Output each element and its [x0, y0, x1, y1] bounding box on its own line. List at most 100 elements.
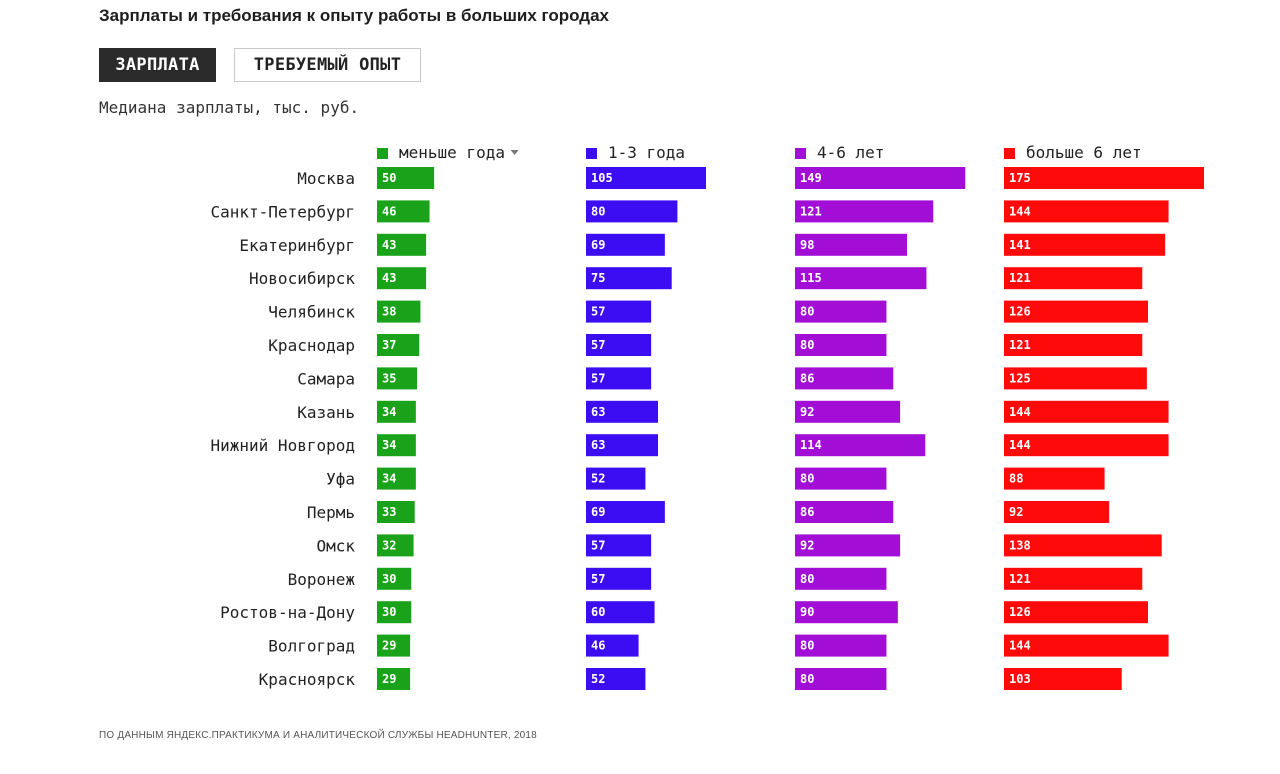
- legend-label: больше 6 лет: [1026, 143, 1142, 162]
- bar-value-label: 103: [1009, 672, 1031, 686]
- chart-title: Зарплаты и требования к опыту работы в б…: [99, 6, 609, 25]
- tab-experience[interactable]: ТРЕБУЕМЫЙ ОПЫТ: [234, 48, 421, 82]
- bar-value-label: 92: [1009, 505, 1023, 519]
- bar-value-label: 69: [591, 505, 605, 519]
- bar-value-label: 29: [382, 672, 396, 686]
- city-label: Санкт-Петербург: [211, 202, 356, 221]
- bar: [795, 300, 887, 323]
- bar: [1004, 367, 1147, 390]
- legend-label: меньше года: [399, 143, 505, 162]
- bar: [586, 167, 706, 189]
- city-label: Казань: [297, 403, 355, 422]
- bar-value-label: 88: [1009, 472, 1023, 486]
- bar-value-label: 57: [591, 572, 605, 586]
- bar-value-label: 80: [800, 572, 814, 586]
- bar-value-label: 175: [1009, 171, 1031, 185]
- bar: [795, 367, 894, 390]
- bar: [1004, 400, 1169, 423]
- bar-value-label: 121: [1009, 338, 1031, 352]
- bar: [1004, 534, 1162, 557]
- bar-value-label: 75: [591, 271, 605, 285]
- bar-value-label: 69: [591, 238, 605, 252]
- bar-value-label: 43: [382, 238, 396, 252]
- bar: [377, 634, 411, 657]
- bar: [586, 400, 658, 423]
- bar: [377, 400, 416, 423]
- bar: [1004, 567, 1143, 590]
- bar-value-label: 141: [1009, 238, 1031, 252]
- bar: [1004, 167, 1204, 189]
- bar: [1004, 200, 1169, 223]
- bar-value-label: 57: [591, 338, 605, 352]
- city-label: Воронеж: [288, 570, 356, 589]
- chart-subtitle: Медиана зарплаты, тыс. руб.: [99, 98, 360, 117]
- bar: [795, 267, 927, 290]
- bar: [586, 668, 646, 690]
- city-label: Новосибирск: [249, 269, 355, 288]
- bar: [1004, 267, 1143, 290]
- bar-value-label: 126: [1009, 305, 1031, 319]
- bar: [795, 233, 907, 256]
- bar-value-label: 46: [382, 204, 396, 218]
- bar: [795, 334, 887, 356]
- tab-salary[interactable]: ЗАРПЛАТА: [99, 48, 216, 82]
- bar-value-label: 98: [800, 238, 814, 252]
- city-label: Ростов-на-Дону: [220, 603, 355, 622]
- bar-value-label: 38: [382, 305, 396, 319]
- city-label: Омск: [316, 536, 355, 555]
- bar: [795, 400, 901, 423]
- bar-value-label: 30: [382, 572, 396, 586]
- bar: [1004, 501, 1110, 523]
- bar-value-label: 121: [1009, 271, 1031, 285]
- bar-value-label: 57: [591, 538, 605, 552]
- bar: [377, 300, 421, 323]
- bar-value-label: 90: [800, 605, 814, 619]
- city-label: Красноярск: [259, 670, 356, 689]
- bar: [586, 200, 678, 223]
- bar: [377, 501, 415, 523]
- city-label: Пермь: [307, 503, 355, 522]
- bar-value-label: 57: [591, 305, 605, 319]
- bar-value-label: 32: [382, 538, 396, 552]
- city-label: Челябинск: [268, 303, 355, 322]
- bar: [377, 567, 412, 590]
- bar: [586, 467, 646, 490]
- bar-value-label: 80: [800, 305, 814, 319]
- bar-value-label: 121: [1009, 572, 1031, 586]
- bar-value-label: 60: [591, 605, 605, 619]
- bar-value-label: 86: [800, 371, 814, 385]
- bar-value-label: 35: [382, 371, 396, 385]
- city-label: Самара: [297, 369, 355, 388]
- bar: [377, 233, 427, 256]
- bar: [1004, 601, 1148, 624]
- bar-value-label: 52: [591, 472, 605, 486]
- bar: [1004, 467, 1105, 490]
- bar: [795, 601, 898, 624]
- bar-value-label: 92: [800, 405, 814, 419]
- bar: [1004, 334, 1143, 356]
- bar: [377, 334, 420, 356]
- bar-value-label: 80: [800, 639, 814, 653]
- city-label: Уфа: [326, 470, 355, 489]
- bar: [795, 668, 887, 690]
- bar: [586, 334, 652, 356]
- bar: [795, 534, 901, 557]
- bar-value-label: 80: [800, 672, 814, 686]
- bar-value-label: 52: [591, 672, 605, 686]
- city-label: Краснодар: [268, 336, 355, 355]
- bar: [586, 634, 639, 657]
- legend-swatch: [795, 148, 806, 159]
- bar-value-label: 43: [382, 271, 396, 285]
- legend-swatch: [377, 148, 388, 159]
- bar-value-label: 86: [800, 505, 814, 519]
- bar: [795, 167, 966, 189]
- bar: [586, 300, 652, 323]
- bar: [1004, 233, 1166, 256]
- bar: [377, 434, 416, 457]
- bar-value-label: 33: [382, 505, 396, 519]
- legend-label: 1-3 года: [608, 143, 685, 162]
- bar: [795, 501, 894, 523]
- city-label: Москва: [297, 169, 355, 188]
- bar: [795, 200, 934, 223]
- bar-value-label: 34: [382, 438, 396, 452]
